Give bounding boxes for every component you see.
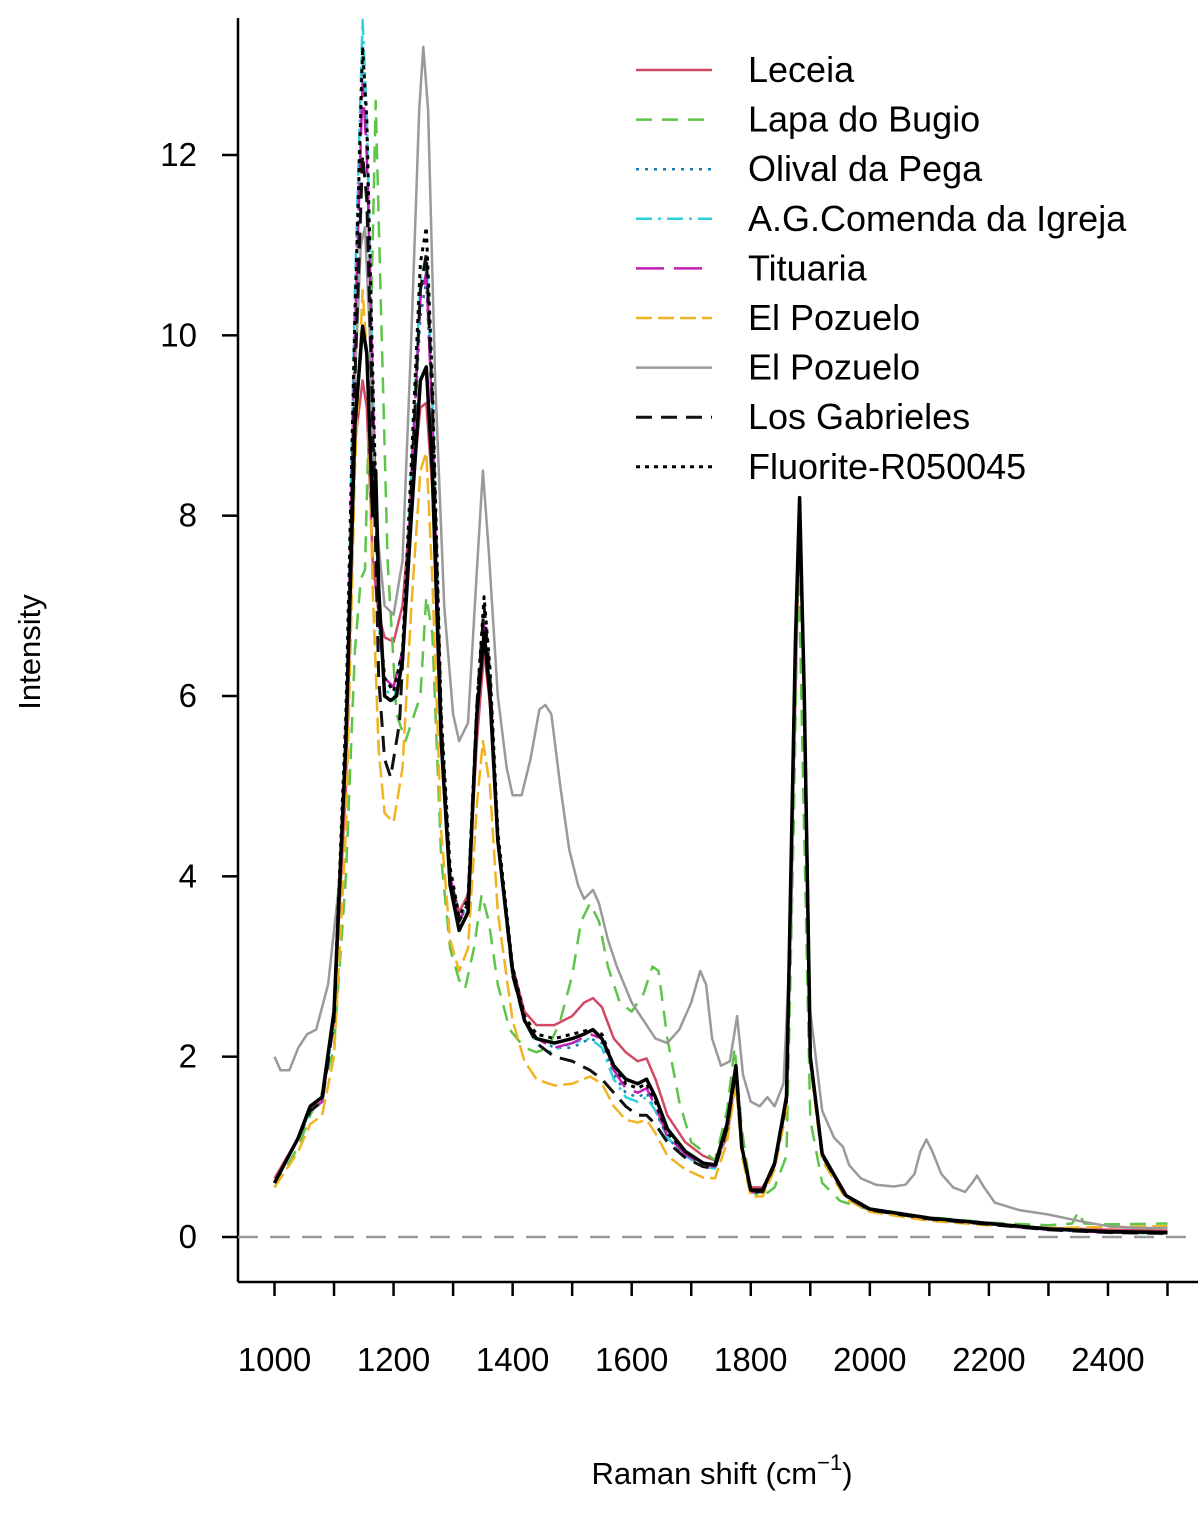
y-tick-label: 2 (179, 1038, 197, 1075)
legend-label: Olival da Pega (748, 148, 983, 189)
legend-label: El Pozuelo (748, 347, 920, 388)
series-line-los-gabrieles-7 (273, 153, 1168, 1235)
series-line-composite-9 (272, 324, 1168, 1235)
x-axis-title-superscript: −1 (817, 1450, 842, 1475)
y-tick-label: 8 (179, 497, 197, 534)
x-tick-label: 2200 (952, 1341, 1025, 1378)
x-tick-label: 2000 (833, 1341, 906, 1378)
x-tick-label: 1400 (476, 1341, 549, 1378)
x-tick-label: 1000 (238, 1341, 311, 1378)
x-tick-label: 1200 (357, 1341, 430, 1378)
x-axis-title-main: Raman shift (cm (591, 1456, 817, 1491)
legend-label: Leceia (748, 49, 855, 90)
legend-label: El Pozuelo (748, 297, 920, 338)
y-tick-label: 0 (179, 1218, 197, 1255)
spectra-series (272, 18, 1168, 1235)
x-tick-label: 1800 (714, 1341, 787, 1378)
legend: Leceia Lapa do Bugio Olival da Pega A.G.Com… (636, 49, 1127, 487)
y-tick-label: 12 (160, 136, 197, 173)
y-tick-label: 6 (179, 677, 197, 714)
x-tick-label: 1600 (595, 1341, 668, 1378)
legend-label: Fluorite-R050045 (748, 446, 1026, 487)
axes: 0 2 4 6 8 10 12 1000 1200 1400 1600 1800 2000 2200 240… (160, 18, 1198, 1378)
legend-label: Tituaria (748, 247, 868, 288)
x-axis-title: Raman shift (cm−1) (591, 1450, 852, 1491)
legend-label: Lapa do Bugio (748, 99, 980, 140)
legend-label: A.G.Comenda da Igreja (748, 198, 1127, 239)
y-axis-title: Intensity (12, 594, 47, 710)
legend-label: Los Gabrieles (748, 396, 970, 437)
y-tick-label: 4 (179, 857, 197, 894)
x-tick-label: 2400 (1071, 1341, 1144, 1378)
y-tick-label: 10 (160, 316, 197, 353)
x-axis-title-close: ) (842, 1456, 852, 1491)
series-line-el-pozuelo-6 (273, 45, 1168, 1230)
